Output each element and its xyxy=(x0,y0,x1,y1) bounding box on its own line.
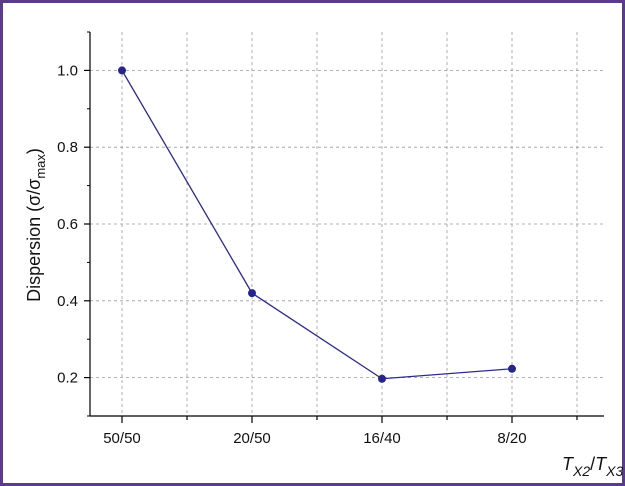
series-line xyxy=(121,70,513,380)
data-point xyxy=(118,66,126,75)
y-tick-label: 0.6 xyxy=(57,216,78,233)
y-tick-label: 1.0 xyxy=(57,62,78,79)
x-tick-label: 20/50 xyxy=(233,430,271,447)
y-tick-label: 0.4 xyxy=(57,293,78,310)
series xyxy=(118,66,516,383)
data-point xyxy=(378,374,386,383)
x-axis-label: TX2/TX3 xyxy=(562,454,623,479)
x-tick-label: 16/40 xyxy=(363,430,401,447)
y-tick-label: 0.2 xyxy=(57,370,78,387)
data-point xyxy=(248,289,256,298)
x-tick-label: 50/50 xyxy=(103,430,141,447)
y-axis-label: Dispersion (σ/σmax) xyxy=(24,148,48,302)
data-point xyxy=(508,364,516,373)
grid-lines xyxy=(90,32,604,416)
y-tick-label: 0.8 xyxy=(57,139,78,156)
y-ticks: 0.2 0.4 0.6 0.8 1.0 xyxy=(57,31,90,417)
x-tick-label: 8/20 xyxy=(497,430,526,447)
axes xyxy=(89,32,604,417)
x-ticks: 50/50 20/50 16/40 8/20 xyxy=(103,416,578,447)
